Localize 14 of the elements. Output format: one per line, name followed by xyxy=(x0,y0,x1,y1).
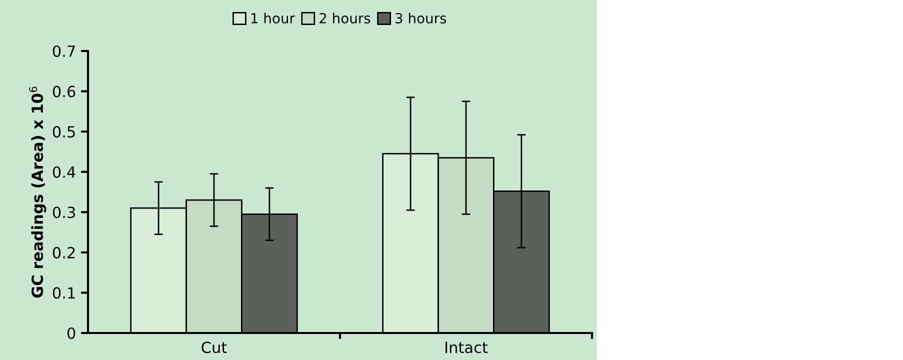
x-tick-label: Intact xyxy=(446,342,488,354)
y-tick-label: 0.6 xyxy=(52,86,76,98)
x-tick-label: Cut xyxy=(202,342,227,354)
y-tick-label: 0.4 xyxy=(52,166,76,178)
legend-label: 2 hours xyxy=(320,12,370,24)
y-tick-label: 0.7 xyxy=(52,45,75,58)
legend-label: 3 hours xyxy=(396,12,446,24)
y-tick-label: 0 xyxy=(67,327,76,340)
y-tick-label: 0.3 xyxy=(52,206,75,218)
y-axis-title: GC readings (Area) x 10$^{6}$ xyxy=(29,86,46,298)
y-tick-label: 0.5 xyxy=(52,126,75,138)
y-tick-label: 0.1 xyxy=(52,287,75,299)
legend-label: 1 hour xyxy=(251,12,295,24)
y-tick-label: 0.2 xyxy=(52,246,75,258)
